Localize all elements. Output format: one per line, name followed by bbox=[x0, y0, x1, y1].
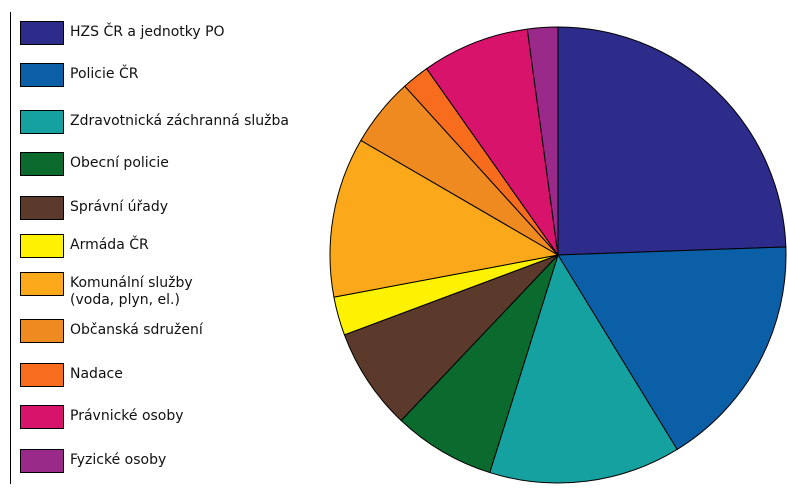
legend-item: Fyzické osoby bbox=[20, 449, 166, 473]
legend-swatch bbox=[20, 196, 64, 220]
pie-slice bbox=[343, 254, 559, 422]
legend-label: Právnické osoby bbox=[70, 408, 184, 424]
legend-swatch bbox=[20, 405, 64, 429]
legend-swatch bbox=[20, 319, 64, 343]
legend-item: Policie ČR bbox=[20, 63, 138, 87]
legend-swatch bbox=[20, 234, 64, 258]
legend-item: Občanská sdružení bbox=[20, 319, 203, 343]
pie-slice bbox=[557, 246, 787, 451]
legend-label: Nadace bbox=[70, 366, 123, 382]
legend-swatch bbox=[20, 272, 64, 296]
legend-label: Fyzické osoby bbox=[70, 452, 167, 468]
legend-label: Zdravotnická záchranná služba bbox=[70, 113, 289, 129]
legend-label: Občanská sdružení bbox=[70, 322, 203, 338]
legend-item: Nadace bbox=[20, 363, 123, 387]
legend-swatch bbox=[20, 110, 64, 134]
pie-slice bbox=[329, 139, 560, 298]
legend-item: Právnické osoby bbox=[20, 405, 184, 429]
legend-item: Obecní policie bbox=[20, 152, 169, 176]
legend-label: Armáda ČR bbox=[70, 237, 149, 253]
legend-swatch bbox=[20, 152, 64, 176]
pie-slice bbox=[425, 28, 559, 256]
pie-slice bbox=[489, 253, 678, 484]
legend-label: Správní úřady bbox=[70, 199, 168, 215]
legend-item: Armáda ČR bbox=[20, 234, 149, 258]
legend-item: HZS ČR a jednotky PO bbox=[20, 21, 225, 45]
pie-slice bbox=[400, 254, 559, 474]
legend-swatch bbox=[20, 63, 64, 87]
legend-label: Komunální služby (voda, plyn, el.) bbox=[70, 275, 193, 308]
legend-label: HZS ČR a jednotky PO bbox=[70, 24, 225, 40]
legend-label: Obecní policie bbox=[70, 155, 169, 171]
legend-swatch bbox=[20, 449, 64, 473]
legend-item: Zdravotnická záchranná služba bbox=[20, 110, 289, 134]
legend-label: Policie ČR bbox=[70, 66, 139, 82]
legend-item: Komunální služby (voda, plyn, el.) bbox=[20, 272, 193, 309]
legend-swatch bbox=[20, 21, 64, 45]
pie-slice bbox=[557, 26, 787, 256]
pie-slice bbox=[526, 26, 559, 256]
legend-divider bbox=[10, 12, 11, 484]
legend-swatch bbox=[20, 363, 64, 387]
legend-item: Správní úřady bbox=[20, 196, 168, 220]
